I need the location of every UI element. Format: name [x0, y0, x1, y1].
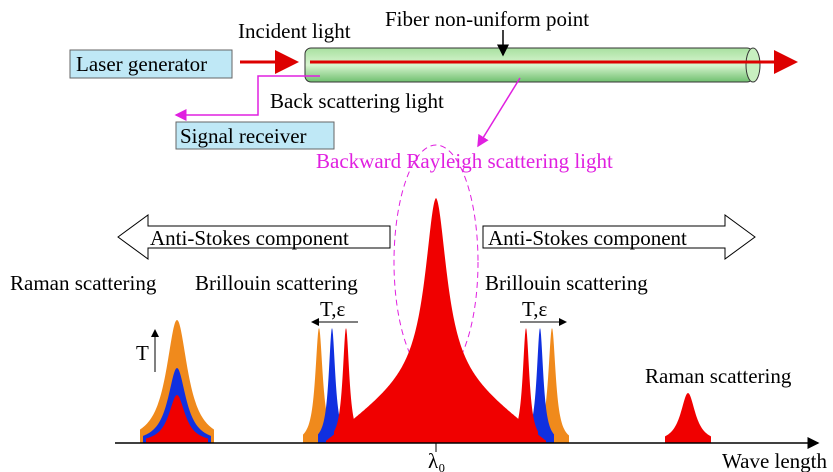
fiber — [304, 47, 754, 83]
raman-left-red — [146, 395, 208, 443]
te-left-label: T,ε — [320, 297, 346, 321]
raman-right-label: Raman scattering — [645, 364, 792, 388]
receiver-box — [175, 121, 335, 150]
wavelength-label: Wave length — [722, 449, 828, 472]
left-big-arrow — [117, 214, 391, 260]
brillouin-right-label: Brillouin scattering — [485, 271, 648, 295]
brillouin-left-blue — [318, 328, 346, 443]
brillouin-left-label: Brillouin scattering — [195, 271, 358, 295]
te-right-label: T,ε — [522, 297, 548, 321]
spectrum: Anti-Stokes component Anti-Stokes compon… — [10, 144, 828, 472]
anti-left-label: Anti-Stokes component — [150, 226, 349, 250]
laser-box — [69, 49, 233, 79]
fiber-end — [745, 47, 761, 83]
receiver-label: Signal receiver — [180, 124, 307, 148]
brillouin-left-red — [334, 328, 358, 443]
peaks — [140, 198, 711, 443]
rayleigh-peak — [326, 198, 546, 443]
laser-label: Laser generator — [76, 52, 207, 76]
brillouin-right-blue — [526, 328, 554, 443]
brillouin-right-red — [514, 328, 538, 443]
fiber-schematic: Laser generator Incident light Fiber non… — [69, 7, 798, 173]
brillouin-left-orange — [303, 328, 335, 443]
incident-label: Incident light — [238, 19, 351, 43]
rayleigh-label: Backward Rayleigh scattering light — [316, 149, 613, 173]
back-path — [174, 75, 320, 121]
lambda-label: λ₀ — [428, 449, 446, 472]
anti-right-label: Anti-Stokes component — [488, 226, 687, 250]
raman-left-label: Raman scattering — [10, 271, 157, 295]
right-big-arrow — [482, 214, 756, 260]
rayleigh-pointer — [477, 77, 521, 148]
raman-right-red — [665, 393, 711, 443]
nonuniform-label: Fiber non-uniform point — [385, 7, 589, 31]
t-label: T — [136, 341, 149, 365]
back-label: Back scattering light — [270, 89, 444, 113]
